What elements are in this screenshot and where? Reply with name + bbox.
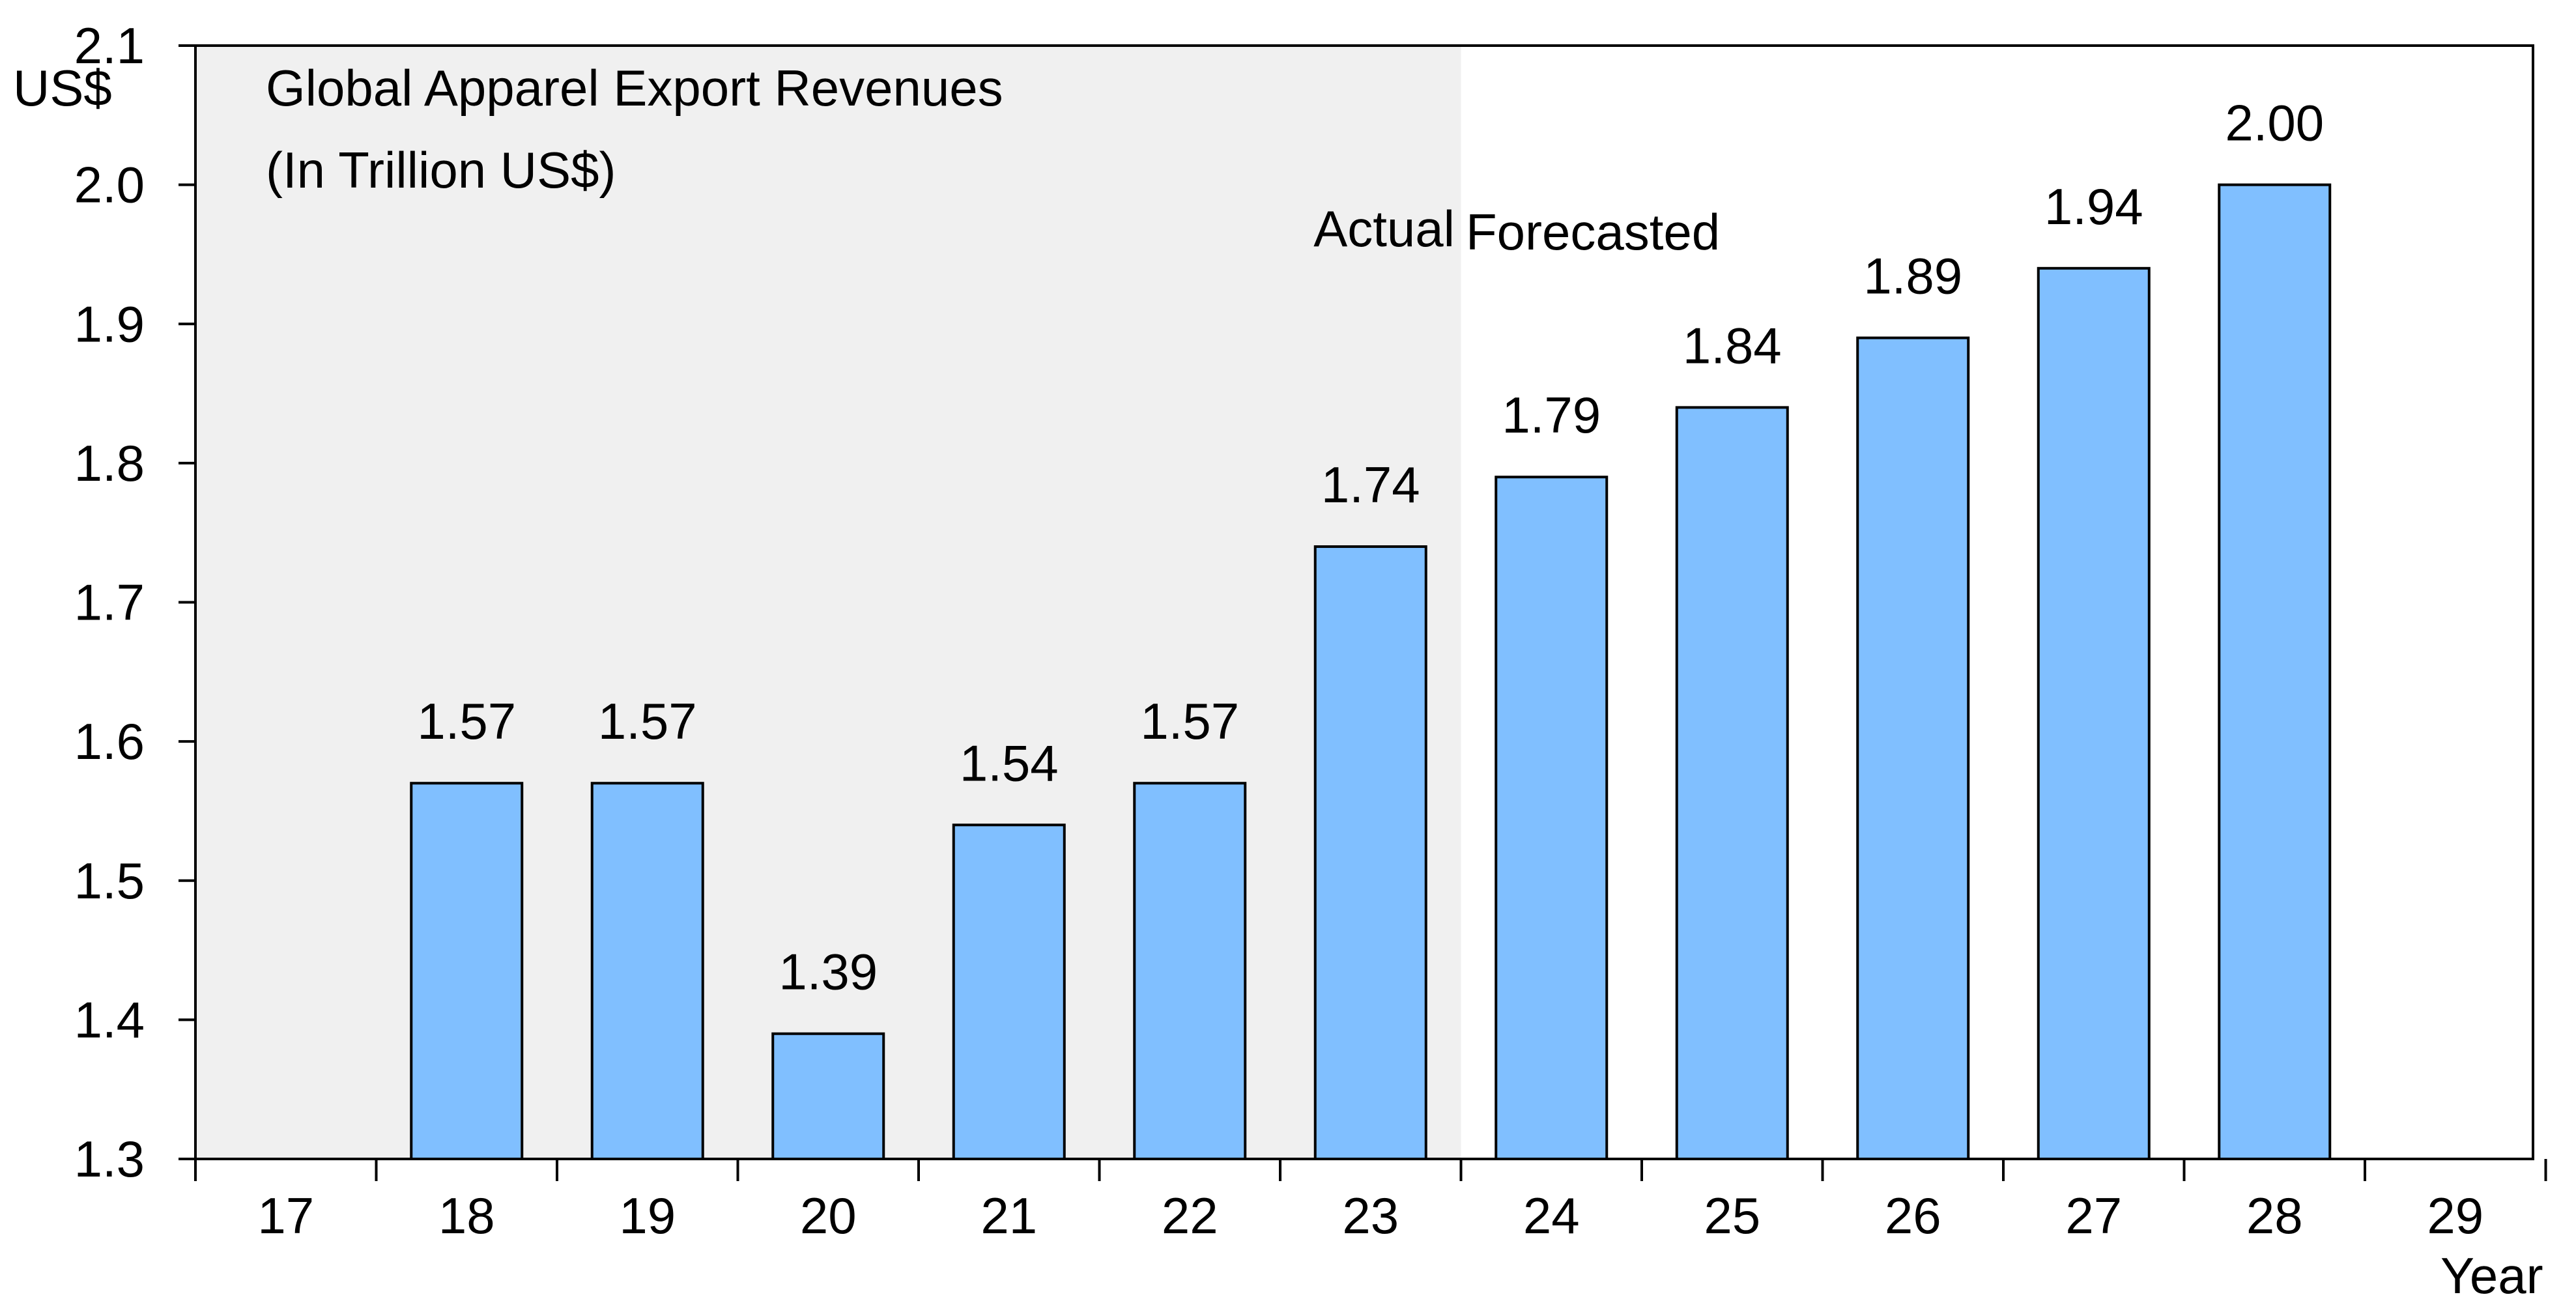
y-tick-label: 1.5 [74,852,145,909]
chart-title: Global Apparel Export Revenues [266,59,1003,117]
bar-26 [1856,336,1970,1160]
bar-value-label: 1.89 [1863,248,1962,305]
bar-21 [952,823,1066,1161]
y-tick-label: 1.7 [74,574,145,631]
bar-28 [2218,183,2332,1160]
x-axis: 17 18 19 20 21 22 23 24 25 26 27 28 29 [194,1159,2547,1244]
region-label-actual: Actual [1313,200,1455,257]
x-tick-label: 29 [2427,1187,2483,1244]
x-tick-label: 24 [1523,1187,1580,1244]
bar-value-label: 1.94 [2044,178,2143,235]
x-tick-label: 23 [1342,1187,1399,1244]
bar-25 [1675,406,1789,1160]
bar-value-label: 1.39 [779,943,878,1001]
bar-27 [2037,266,2151,1160]
y-tick-label: 1.9 [74,295,145,352]
y-tick-label: 2.0 [74,156,145,214]
region-label-forecasted: Forecasted [1466,203,1720,261]
bar-series [410,183,2332,1161]
bar-data-labels: 1.57 1.57 1.39 1.54 1.57 1.74 1.79 1.84 1.89 1.94… [417,94,2324,1001]
x-tick-label: 22 [1162,1187,1218,1244]
actual-period-shading [195,46,1461,1159]
bar-24 [1495,476,1609,1160]
bar-value-label: 1.79 [1502,386,1601,444]
x-tick-label: 28 [2246,1187,2303,1244]
bar-18 [410,782,524,1160]
y-tick-label: 2.1 [74,17,145,74]
y-axis: 1.3 1.4 1.5 1.6 1.7 1.8 1.9 2.0 2.1 [74,17,195,1188]
bar-20 [771,1032,885,1161]
x-tick-label: 26 [1885,1187,1941,1244]
bar-22 [1133,782,1247,1160]
x-axis-label: Year [2440,1247,2543,1304]
x-tick-label: 17 [257,1187,314,1244]
y-axis-label: US$ [13,59,112,117]
y-tick-label: 1.3 [74,1130,145,1188]
bar-value-label: 2.00 [2225,94,2324,152]
bar-value-label: 1.54 [960,734,1059,792]
y-tick-label: 1.4 [74,991,145,1048]
x-tick-label: 18 [438,1187,495,1244]
bar-23 [1313,545,1427,1160]
x-tick-label: 19 [619,1187,676,1244]
bar-value-label: 1.74 [1321,456,1420,513]
bar-value-label: 1.57 [417,693,516,750]
x-tick-label: 25 [1704,1187,1760,1244]
y-tick-label: 1.6 [74,713,145,770]
bar-value-label: 1.57 [598,693,697,750]
y-tick-label: 1.8 [74,435,145,492]
x-tick-label: 20 [800,1187,857,1244]
chart-subtitle: (In Trillion US$) [266,141,616,199]
bar-value-label: 1.84 [1683,317,1782,374]
bar-value-label: 1.57 [1140,693,1239,750]
bar-19 [590,782,704,1160]
x-tick-label: 27 [2065,1187,2122,1244]
x-tick-label: 21 [980,1187,1037,1244]
